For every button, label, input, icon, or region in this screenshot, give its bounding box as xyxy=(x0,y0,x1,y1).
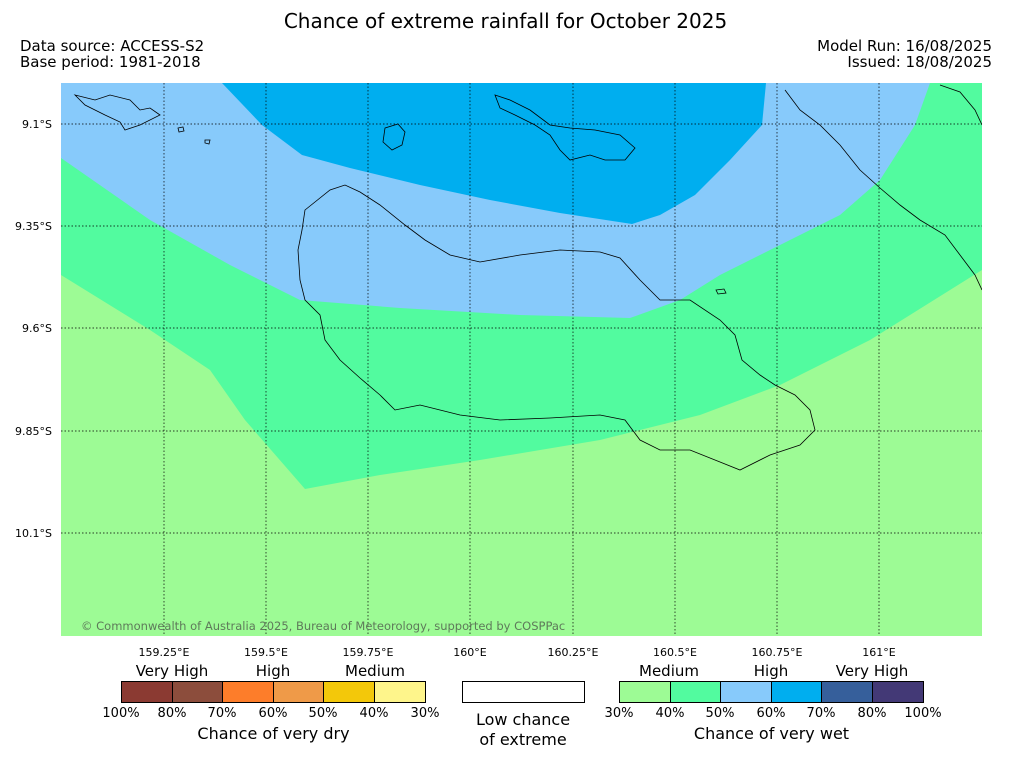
lat-label: 9.6°S xyxy=(22,322,52,335)
dry-tick: 30% xyxy=(410,706,440,721)
small-islet xyxy=(204,139,211,145)
small-islet xyxy=(715,288,727,295)
wet-tick: 30% xyxy=(604,706,634,721)
neutral-caption-line1: Low chance xyxy=(475,710,571,729)
dry-tick: 70% xyxy=(207,706,237,721)
lat-labels: 9.1°S 9.35°S 9.6°S 9.85°S 10.1°S xyxy=(15,118,52,540)
wet-category-high: High xyxy=(753,662,789,680)
wet-tick: 40% xyxy=(655,706,685,721)
dry-colorbar-cell xyxy=(223,682,274,702)
lat-label: 9.35°S xyxy=(15,220,52,233)
lon-label: 159.75°E xyxy=(343,646,394,659)
lon-label: 159.25°E xyxy=(139,646,190,659)
dry-category-very-high: Very High xyxy=(135,662,209,680)
data-source-label: Data source: ACCESS-S2 xyxy=(20,37,205,55)
wet-colorbar-cell xyxy=(822,682,873,702)
wet-colorbar-cell xyxy=(721,682,772,702)
wet-tick: 100% xyxy=(904,706,942,721)
lon-label: 161°E xyxy=(862,646,895,659)
small-islet xyxy=(177,126,185,133)
base-period-label: Base period: 1981-2018 xyxy=(20,53,201,71)
dry-colorbar-cell xyxy=(172,682,223,702)
lon-label: 160.25°E xyxy=(548,646,599,659)
wet-tick: 50% xyxy=(705,706,735,721)
graticule xyxy=(61,83,982,636)
dry-category-medium: Medium xyxy=(345,662,405,680)
dry-colorbar-cell xyxy=(324,682,375,702)
meta-left: Data source: ACCESS-S2 Base period: 1981… xyxy=(20,38,204,70)
lat-label: 10.1°S xyxy=(15,527,52,540)
copyright-notice: © Commonwealth of Australia 2025, Bureau… xyxy=(81,619,565,633)
wet-tick: 70% xyxy=(806,706,836,721)
lon-label: 160°E xyxy=(453,646,486,659)
map-area xyxy=(61,83,982,636)
dry-tick: 80% xyxy=(157,706,187,721)
dry-tick: 60% xyxy=(258,706,288,721)
dry-tick: 100% xyxy=(102,706,140,721)
neutral-caption-line2: of extreme xyxy=(479,730,567,749)
neutral-caption: Low chance of extreme xyxy=(448,710,598,750)
region-60-70-wet xyxy=(222,83,766,224)
dry-tick: 50% xyxy=(308,706,338,721)
wet-colorbar-cell xyxy=(670,682,721,702)
dry-colorbar-cell xyxy=(122,682,173,702)
guadalcanal-coastline xyxy=(297,184,816,471)
wet-category-very-high: Very High xyxy=(835,662,909,680)
dry-colorbar xyxy=(121,681,426,703)
page-title: Chance of extreme rainfall for October 2… xyxy=(283,9,728,33)
wet-colorbar xyxy=(619,681,924,703)
model-run-label: Model Run: 16/08/2025 xyxy=(817,37,992,55)
lat-label: 9.1°S xyxy=(22,118,52,131)
meta-right: Model Run: 16/08/2025 Issued: 18/08/2025 xyxy=(817,38,992,70)
russell-islands-coastline xyxy=(73,94,161,131)
neutral-colorbar xyxy=(462,681,585,703)
dry-tick: 40% xyxy=(359,706,389,721)
lon-label: 160.5°E xyxy=(653,646,697,659)
wet-tick: 60% xyxy=(756,706,786,721)
lon-label: 160.75°E xyxy=(752,646,803,659)
dry-colorbar-cell xyxy=(273,682,324,702)
dry-caption: Chance of very dry xyxy=(197,724,350,743)
issued-label: Issued: 18/08/2025 xyxy=(847,53,992,71)
wet-colorbar-cell xyxy=(872,682,923,702)
dry-colorbar-cell xyxy=(374,682,425,702)
nggela-islands-coastline xyxy=(494,94,636,161)
wet-colorbar-cell xyxy=(771,682,822,702)
wet-colorbar-cell xyxy=(620,682,671,702)
wet-tick: 80% xyxy=(857,706,887,721)
malaita-east-coastline xyxy=(939,84,982,126)
lat-label: 9.85°S xyxy=(15,425,52,438)
dry-category-high: High xyxy=(255,662,291,680)
wet-category-medium: Medium xyxy=(639,662,699,680)
wet-caption: Chance of very wet xyxy=(693,724,850,743)
lon-labels: 159.25°E 159.5°E 159.75°E 160°E 160.25°E… xyxy=(139,646,896,659)
coastlines xyxy=(73,84,982,471)
malaita-coastline xyxy=(784,89,982,291)
lon-label: 159.5°E xyxy=(244,646,288,659)
